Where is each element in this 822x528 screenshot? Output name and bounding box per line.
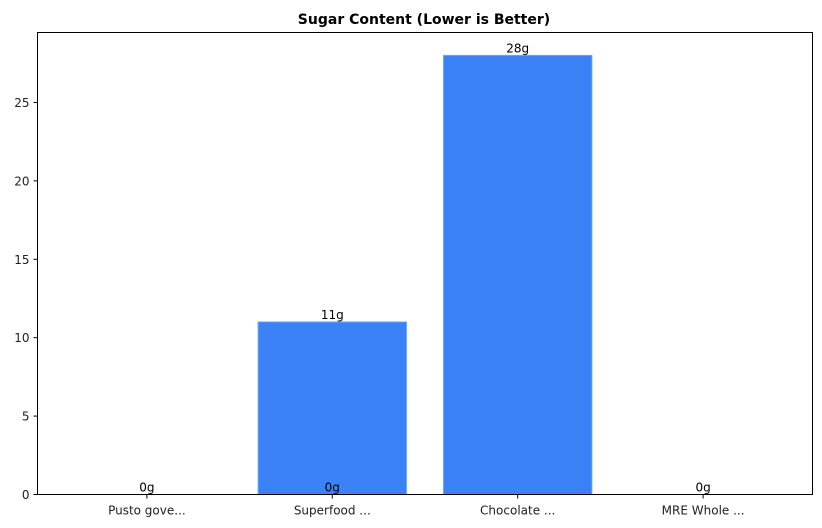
plot-area-frame xyxy=(37,32,813,495)
x-tick-label: MRE Whole ... xyxy=(662,504,745,518)
x-axis: Pusto gove... Superfood ... Chocolate ... M… xyxy=(108,494,745,518)
bar xyxy=(443,54,593,496)
y-tick-label: 15 xyxy=(14,253,29,267)
y-tick-label: 5 xyxy=(22,410,30,424)
bar-value-label: 0g xyxy=(695,481,710,495)
bar-value-label: 0g xyxy=(139,481,154,495)
y-tick-label: 25 xyxy=(14,96,29,110)
y-tick-label: 20 xyxy=(14,174,29,188)
x-tick-label: Chocolate ... xyxy=(480,504,555,518)
bar-value-label: 28g xyxy=(506,41,529,55)
bar xyxy=(257,321,407,495)
bars-group xyxy=(257,54,593,496)
x-tick-label: Superfood ... xyxy=(294,504,371,518)
y-axis: 0 5 10 15 20 25 xyxy=(14,96,38,502)
y-tick-label: 10 xyxy=(14,331,29,345)
bar-value-label: 11g xyxy=(321,308,344,322)
bar-baseline-label: 0g xyxy=(325,481,340,495)
y-tick-label: 0 xyxy=(22,488,30,502)
bar-value-labels: 0g 11g 0g 28g 0g xyxy=(139,41,710,494)
x-tick-label: Pusto gove... xyxy=(108,504,186,518)
chart-title: Sugar Content (Lower is Better) xyxy=(298,12,550,28)
